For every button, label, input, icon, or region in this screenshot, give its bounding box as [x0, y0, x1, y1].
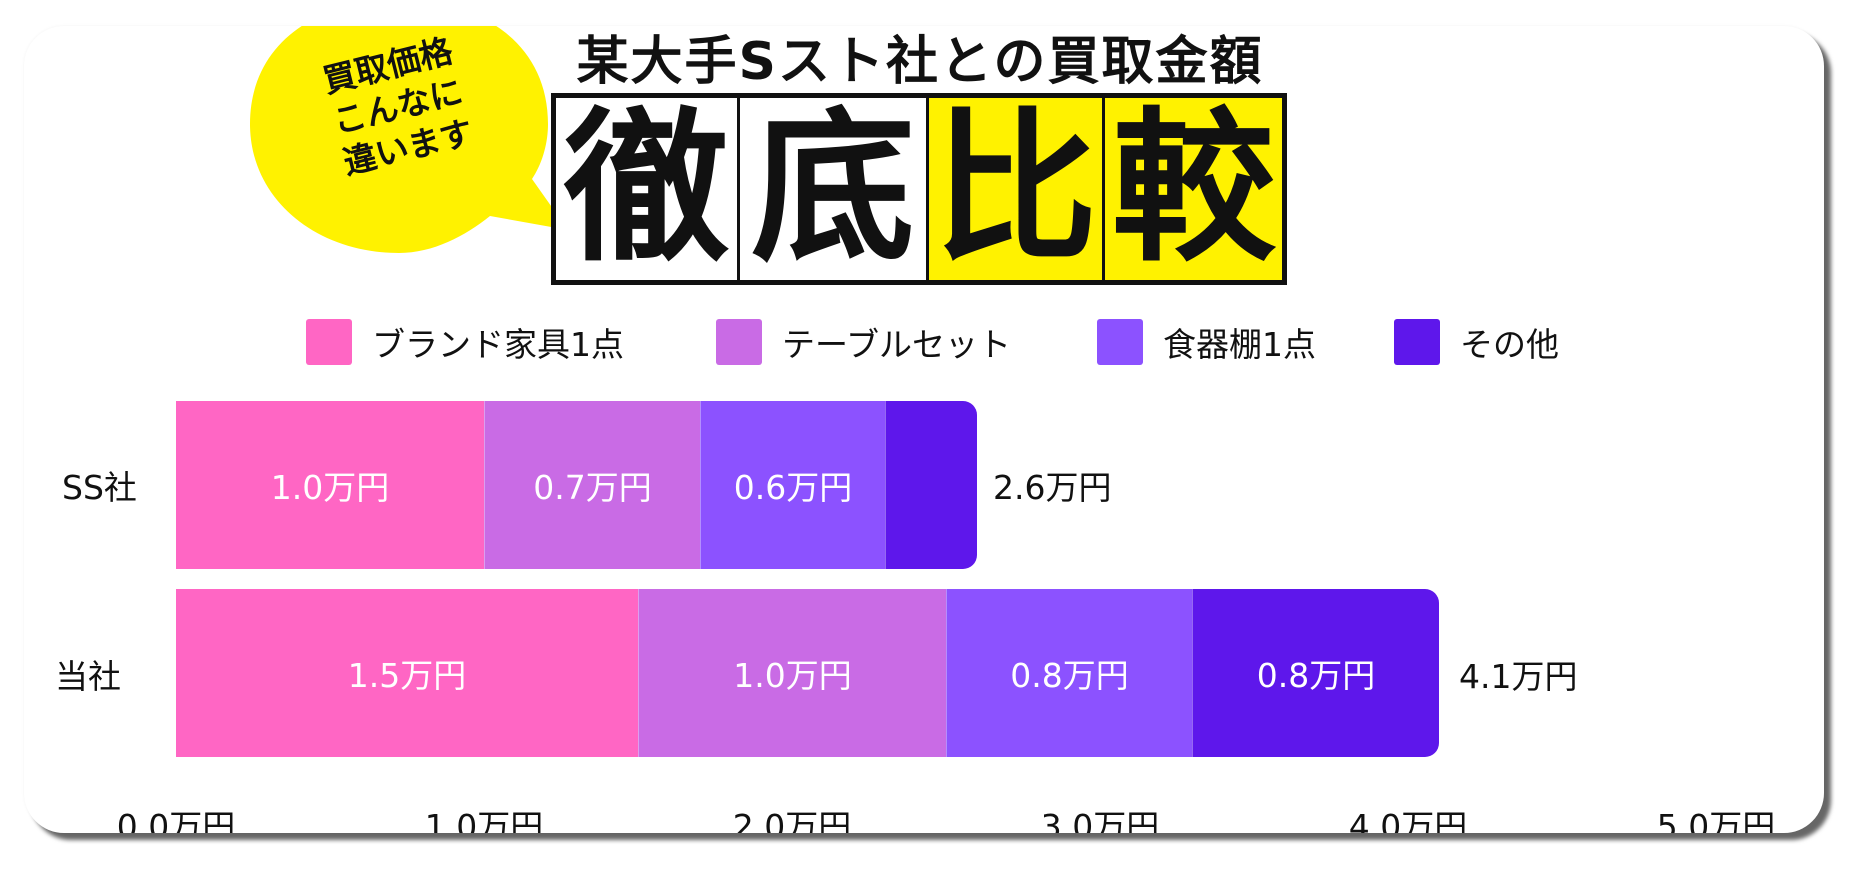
row-label-ss: SS社 — [62, 468, 137, 507]
chart-subtitle: 某大手Sスト社との買取金額 — [576, 32, 1264, 92]
title-char: 底 — [740, 98, 926, 280]
legend-item[interactable]: ブランド家具1点 — [306, 319, 624, 365]
row-label-ours: 当社 — [55, 657, 121, 696]
bar-segment-table-set[interactable]: 0.7万円 — [484, 401, 700, 569]
legend-swatch-icon — [716, 319, 762, 365]
bar-segment-cupboard[interactable]: 0.8万円 — [946, 589, 1192, 757]
legend-item[interactable]: その他 — [1394, 319, 1559, 365]
x-tick-label: 4.0万円 — [1348, 807, 1468, 833]
x-tick-label: 3.0万円 — [1040, 807, 1160, 833]
x-tick-label: 5.0万円 — [1656, 807, 1776, 833]
bar-ss[interactable]: 1.0万円 0.7万円 0.6万円 — [176, 401, 977, 569]
x-tick-label: 1.0万円 — [424, 807, 544, 833]
legend-swatch-icon — [1394, 319, 1440, 365]
legend-item[interactable]: 食器棚1点 — [1097, 319, 1316, 365]
chart-card: 買取価格 こんなに 違います 某大手Sスト社との買取金額 徹 底 比 較 ブラン… — [24, 26, 1824, 833]
total-label-ss: 2.6万円 — [993, 468, 1112, 507]
legend-label: その他 — [1460, 325, 1559, 364]
x-tick-label: 2.0万円 — [732, 807, 852, 833]
bar-segment-cupboard[interactable]: 0.6万円 — [700, 401, 885, 569]
legend-label: 食器棚1点 — [1163, 325, 1316, 364]
bar-segment-other[interactable] — [885, 401, 977, 569]
bar-segment-brand-furniture[interactable]: 1.0万円 — [176, 401, 484, 569]
title-char: 徹 — [556, 98, 737, 280]
bar-segment-brand-furniture[interactable]: 1.5万円 — [176, 589, 638, 757]
title-char-highlight: 比 — [929, 98, 1102, 280]
bar-ours[interactable]: 1.5万円 1.0万円 0.8万円 0.8万円 — [176, 589, 1439, 757]
legend-label: テーブルセット — [782, 325, 1012, 364]
title-char-highlight: 較 — [1105, 98, 1282, 280]
speech-bubble-shape-icon — [250, 26, 568, 253]
legend-swatch-icon — [1097, 319, 1143, 365]
chart-title: 徹 底 比 較 — [551, 93, 1287, 285]
bar-segment-table-set[interactable]: 1.0万円 — [638, 589, 946, 757]
total-label-ours: 4.1万円 — [1459, 657, 1578, 696]
bar-segment-other[interactable]: 0.8万円 — [1192, 589, 1439, 757]
speech-bubble: 買取価格 こんなに 違います — [250, 26, 568, 254]
legend-item[interactable]: テーブルセット — [716, 319, 1011, 365]
legend-label: ブランド家具1点 — [372, 325, 624, 364]
legend-swatch-icon — [306, 319, 352, 365]
x-tick-label: 0.0万円 — [116, 807, 236, 833]
